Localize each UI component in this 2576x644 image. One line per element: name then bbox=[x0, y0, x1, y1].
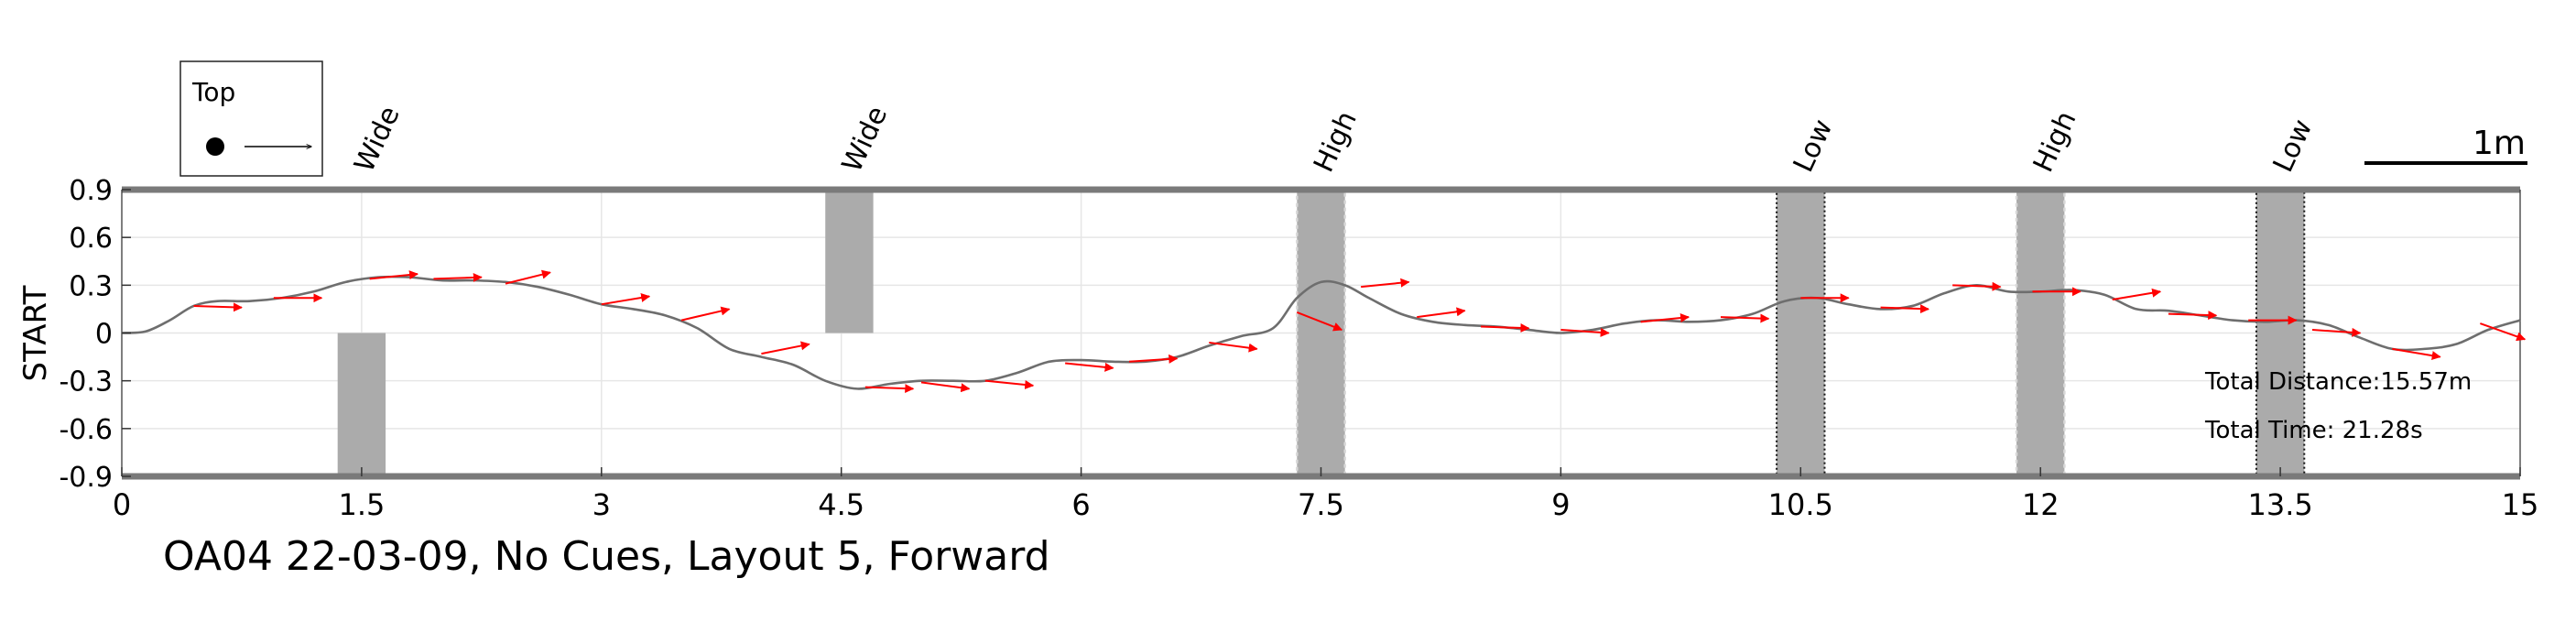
y-axis-label: START bbox=[17, 285, 54, 381]
x-tick-label: 13.5 bbox=[2247, 487, 2312, 522]
heading-arrow bbox=[2112, 288, 2162, 300]
obstacle-label: Wide bbox=[348, 102, 406, 178]
x-tick-label: 7.5 bbox=[1298, 487, 1344, 522]
heading-arrow bbox=[1481, 322, 1530, 333]
obstacle-label: Low bbox=[1788, 115, 1840, 177]
heading-arrow bbox=[1952, 281, 2002, 291]
heading-arrow bbox=[1209, 341, 1258, 353]
y-tick-label: 0.9 bbox=[69, 175, 113, 207]
obstacle-wide bbox=[825, 190, 874, 333]
heading-arrow bbox=[984, 379, 1035, 389]
heading-arrow bbox=[2480, 322, 2527, 342]
y-tick-label: 0 bbox=[95, 319, 113, 351]
heading-arrow bbox=[2168, 311, 2218, 321]
heading-arrow bbox=[864, 384, 915, 394]
x-tick-label: 1.5 bbox=[338, 487, 385, 522]
obstacles bbox=[337, 188, 2306, 478]
x-tick-label: 9 bbox=[1551, 487, 1570, 522]
heading-arrow bbox=[2311, 327, 2362, 337]
heading-arrow bbox=[601, 293, 651, 306]
obstacle-label: Low bbox=[2267, 115, 2320, 177]
x-tick-label: 3 bbox=[592, 487, 611, 522]
heading-arrow bbox=[1296, 311, 1343, 332]
trajectory bbox=[121, 275, 2521, 390]
x-tick-label: 0 bbox=[113, 487, 131, 522]
obstacle-high bbox=[1297, 190, 1345, 476]
axes: 0 1.5 3 4.5 6 7.5 9 10.5 12 13.5 15 0.9 0.6 0.3 0 -0.3 -… bbox=[59, 175, 2538, 522]
heading-arrow bbox=[1720, 313, 1770, 323]
y-tick-label: 0.6 bbox=[69, 223, 113, 255]
scale-bar-label: 1m bbox=[2473, 125, 2526, 162]
obstacle-label: High bbox=[1308, 106, 1364, 177]
obstacle-low bbox=[1777, 190, 1825, 476]
heading-arrow bbox=[1128, 354, 1179, 364]
x-tick-label: 15 bbox=[2502, 487, 2539, 522]
heading-arrow bbox=[193, 302, 243, 312]
heading-arrow bbox=[433, 272, 483, 282]
x-tick-label: 12 bbox=[2022, 487, 2060, 522]
total-distance: Total Distance:15.57m bbox=[2204, 368, 2472, 396]
heading-arrow bbox=[680, 306, 731, 322]
y-tick-label: -0.6 bbox=[59, 414, 113, 446]
heading-arrows bbox=[193, 269, 2527, 394]
chart-caption: OA04 22-03-09, No Cues, Layout 5, Forwar… bbox=[163, 533, 1050, 580]
obstacle-high bbox=[2016, 190, 2065, 476]
heading-arrow bbox=[761, 341, 810, 355]
heading-arrow bbox=[1361, 278, 1410, 289]
scale-bar: 1m bbox=[2364, 125, 2527, 165]
y-tick-label: -0.3 bbox=[59, 366, 113, 398]
trajectory-line bbox=[121, 275, 2521, 390]
x-tick-label: 6 bbox=[1071, 487, 1090, 522]
legend-dot-icon bbox=[206, 137, 224, 156]
heading-arrow bbox=[1640, 313, 1690, 323]
x-tick-label: 4.5 bbox=[818, 487, 864, 522]
legend-box bbox=[179, 60, 323, 177]
legend: Top bbox=[179, 60, 323, 177]
total-time: Total Time: 21.28s bbox=[2204, 417, 2423, 444]
y-tick-label: 0.3 bbox=[69, 270, 113, 302]
obstacle-wide bbox=[337, 333, 386, 476]
obstacle-label: Wide bbox=[836, 102, 894, 178]
x-tick-label: 10.5 bbox=[1768, 487, 1833, 522]
y-tick-label: -0.9 bbox=[59, 462, 113, 494]
obstacle-labels: Wide Wide High Low High Low bbox=[348, 102, 2319, 178]
heading-arrow bbox=[505, 269, 551, 285]
heading-arrow bbox=[2392, 347, 2441, 361]
heading-arrow bbox=[369, 270, 419, 280]
heading-arrow bbox=[1560, 327, 1610, 337]
legend-label: Top bbox=[191, 77, 235, 107]
heading-arrow bbox=[1417, 307, 1466, 319]
heading-arrow bbox=[1880, 304, 1929, 314]
obstacle-label: High bbox=[2027, 106, 2083, 177]
heading-arrow bbox=[1065, 362, 1114, 372]
obstacle-low bbox=[2255, 190, 2305, 476]
heading-arrow bbox=[920, 381, 971, 393]
